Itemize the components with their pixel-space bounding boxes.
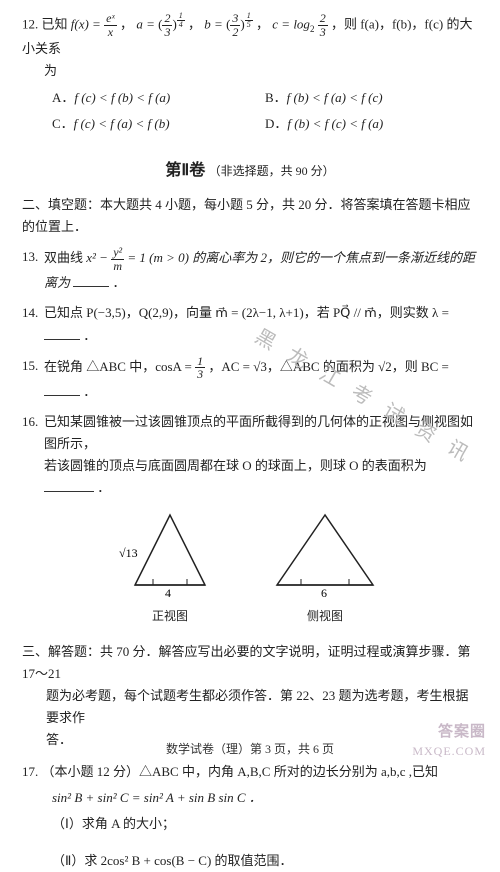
blank [44,328,80,340]
q12-text-a: 已知 [42,16,71,31]
q12-a-base: 2 3 [162,12,172,38]
front-view-caption: 正视图 [115,606,225,626]
blank [73,276,109,288]
q12-fx: f(x) = [71,16,104,31]
q15-body: 在锐角 △ABC 中，cosA = 13 ，AC = √3，△ABC 的面积为 … [44,355,478,403]
q12-number: 12. [22,16,38,31]
question-14: 14. 已知点 P(−3,5)，Q(2,9)，向量 m⃗ = (2λ−1, λ+… [22,302,478,346]
q17-part1: （Ⅰ）求角 A 的大小； [22,813,478,835]
section-2-header: 第Ⅱ卷 （非选择题，共 90 分） [22,157,478,184]
question-15: 15. 在锐角 △ABC 中，cosA = 13 ，AC = √3，△ABC 的… [22,355,478,403]
q12-opt-b: B．f (b) < f (a) < f (c) [265,87,478,109]
q12-options: A．f (c) < f (b) < f (a) B．f (b) < f (a) … [22,87,478,139]
blank [44,384,80,396]
q12-frac-fx: eˣ x [104,12,117,38]
question-13: 13. 双曲线 x² − y²m = 1 (m > 0) 的离心率为 2，则它的… [22,246,478,294]
q12-stem: 12. 已知 f(x) = eˣ x ， a = ( 2 3 )14 ， b =… [22,12,478,60]
q12-opt-a: A．f (c) < f (b) < f (a) [52,87,265,109]
triangle-front-svg: √13 4 [115,507,225,597]
q12-c-arg: 2 3 [318,12,328,38]
q16-number: 16. [22,411,44,499]
q12-tail2: 为 [22,60,478,82]
q16-body: 已知某圆锥被一过该圆锥顶点的平面所截得到的几何体的正视图与侧视图如图所示， 若该… [44,411,478,499]
figure-front-view: √13 4 正视图 [115,507,225,626]
section-3-desc: 三、解答题：共 70 分．解答应写出必要的文字说明，证明过程或演算步骤．第 17… [22,641,478,751]
q12-opt-c: C．f (c) < f (a) < f (b) [52,113,265,135]
q14-body: 已知点 P(−3,5)，Q(2,9)，向量 m⃗ = (2λ−1, λ+1)，若… [44,302,478,346]
svg-text:6: 6 [321,586,327,597]
q17-part2: （Ⅱ）求 2cos² B + cos(B − C) 的取值范围． [22,850,478,872]
q13-number: 13. [22,246,44,294]
side-view-caption: 侧视图 [265,606,385,626]
svg-text:4: 4 [165,586,171,597]
q14-number: 14. [22,302,44,346]
question-12: 12. 已知 f(x) = eˣ x ， a = ( 2 3 )14 ， b =… [22,12,478,139]
figure-side-view: 6 侧视图 [265,507,385,626]
section-2-sub: （非选择题，共 90 分） [209,164,335,178]
q12-b-base: 3 2 [230,12,240,38]
section-2-desc: 二、填空题：本大题共 4 小题，每小题 5 分，共 20 分．将答案填在答题卡相… [22,194,478,238]
q13-body: 双曲线 x² − y²m = 1 (m > 0) 的离心率为 2，则它的一个焦点… [44,246,478,294]
q16-figures: √13 4 正视图 6 侧视图 [22,507,478,626]
q17-number: 17. [22,764,38,779]
question-16: 16. 已知某圆锥被一过该圆锥顶点的平面所截得到的几何体的正视图与侧视图如图所示… [22,411,478,499]
q12-opt-d: D．f (b) < f (c) < f (a) [265,113,478,135]
svg-text:√13: √13 [119,546,138,560]
q15-number: 15. [22,355,44,403]
question-17: 17. （本小题 12 分）△ABC 中，内角 A,B,C 所对的边长分别为 a… [22,761,478,871]
blank [44,480,94,492]
section-2-title: 第Ⅱ卷 [165,162,205,179]
page-footer: 数学试卷（理）第 3 页，共 6 页 [0,739,500,759]
triangle-side-svg: 6 [265,507,385,597]
q17-equation: sin² B + sin² C = sin² A + sin B sin C ． [52,790,262,805]
